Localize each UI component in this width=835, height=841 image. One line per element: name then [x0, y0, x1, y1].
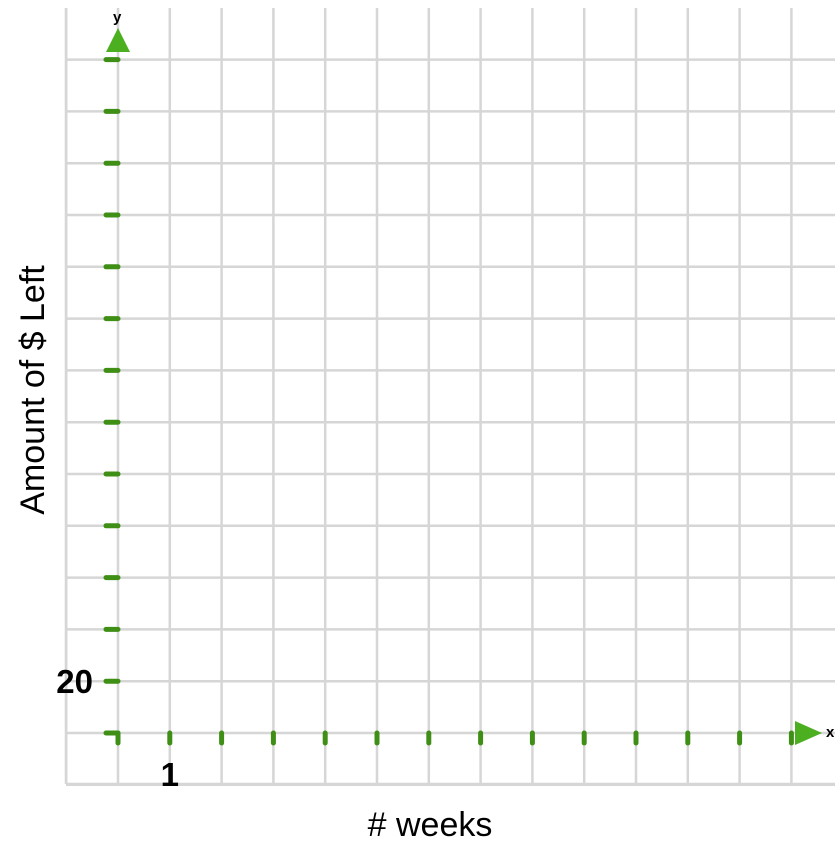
x-axis-arrowhead: [795, 721, 822, 745]
x-axis-letter: x: [826, 724, 835, 741]
axes: [106, 28, 822, 745]
y-axis-arrowhead: [106, 28, 130, 52]
y-axis-letter: y: [113, 9, 122, 26]
grid-lines: [64, 8, 835, 787]
y-axis-title: Amount of $ Left: [14, 265, 52, 515]
tick-labels: 1 20: [56, 663, 179, 793]
y-tick-label: 20: [56, 663, 93, 700]
x-axis-title: # weeks: [368, 806, 493, 841]
x-tick-label: 1: [161, 756, 179, 793]
